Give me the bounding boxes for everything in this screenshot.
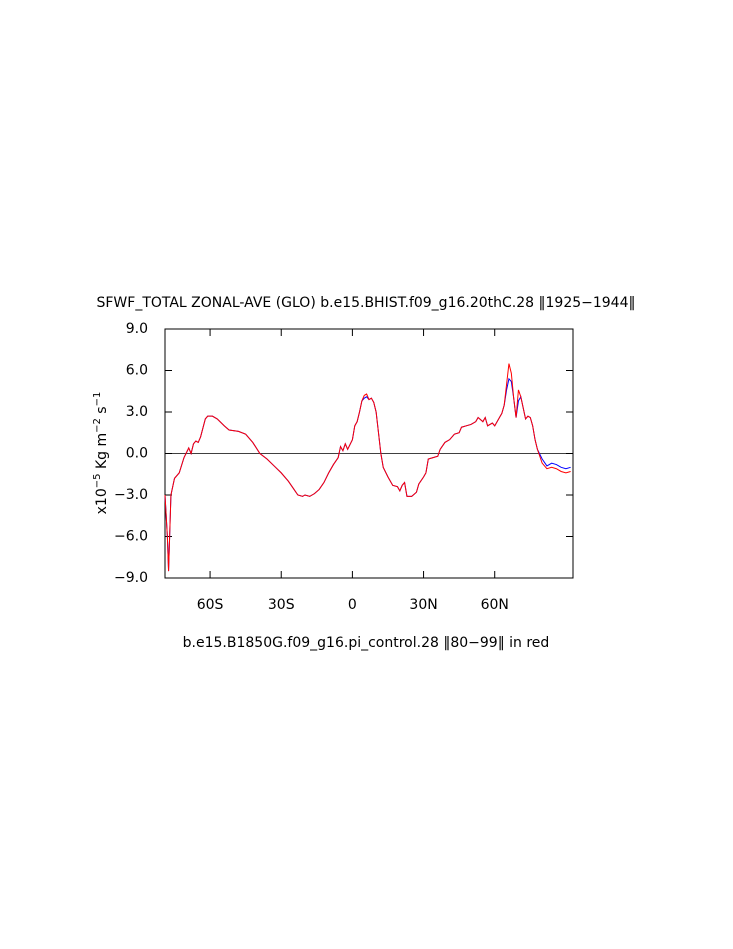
chart-subtitle: b.e15.B1850G.f09_g16.pi_control.28 ‖80−9…	[183, 635, 550, 651]
x-tick-label: 30N	[409, 597, 437, 613]
y-label-part: s	[94, 406, 110, 418]
y-label-part: Kg m	[94, 433, 110, 474]
x-tick-label: 60N	[481, 597, 509, 613]
y-tick-label: 3.0	[126, 404, 148, 420]
y-label-sup: −5	[92, 474, 103, 489]
x-tick-label: 0	[348, 597, 357, 613]
y-tick-label: −6.0	[114, 529, 148, 545]
y-tick-label: −9.0	[114, 570, 148, 586]
y-tick-label: −3.0	[114, 487, 148, 503]
y-label-sup: −2	[92, 418, 103, 433]
x-tick-label: 60S	[197, 597, 224, 613]
y-tick-label: 6.0	[126, 363, 148, 379]
chart-title: SFWF_TOTAL ZONAL-AVE (GLO) b.e15.BHIST.f…	[96, 295, 635, 311]
y-axis-label: x10−5 Kg m−2 s−1	[92, 392, 111, 515]
y-tick-label: 0.0	[126, 446, 148, 462]
y-label-sup: −1	[92, 392, 103, 407]
x-tick-label: 30S	[268, 597, 295, 613]
y-label-part: x10	[94, 488, 110, 514]
series-line	[164, 363, 571, 572]
series-line	[164, 377, 571, 572]
y-tick-label: 9.0	[126, 321, 148, 337]
